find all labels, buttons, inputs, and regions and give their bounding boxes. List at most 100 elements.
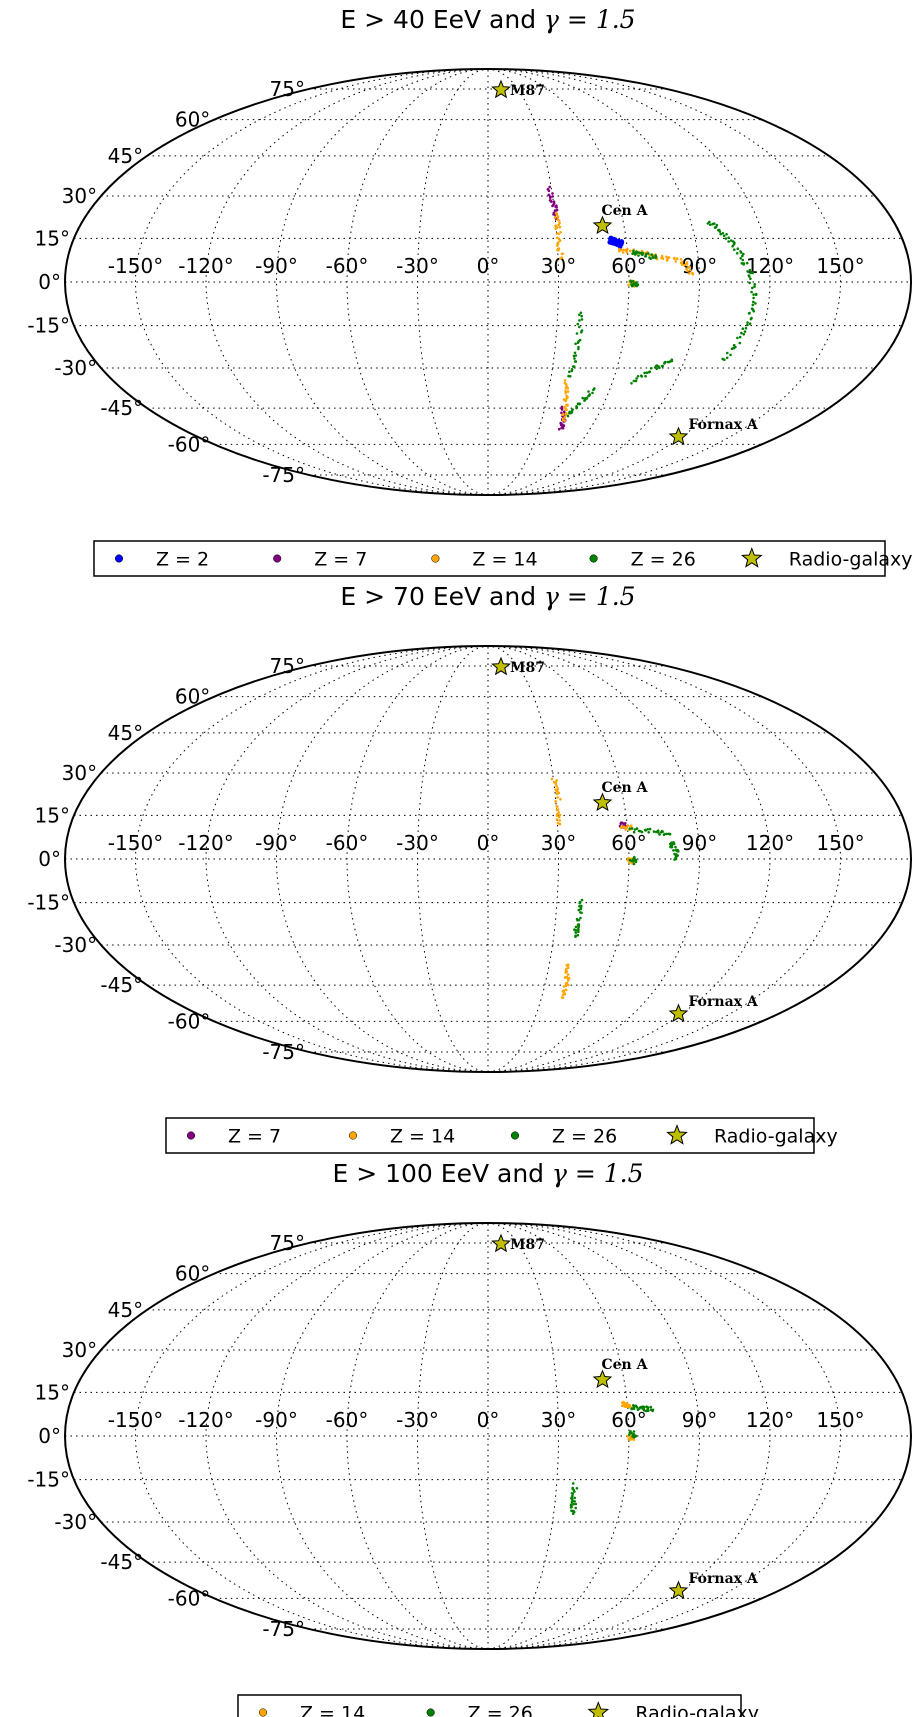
data-point [667, 256, 670, 260]
legend-dot-marker [431, 554, 440, 563]
data-point [632, 1404, 635, 1407]
legend-label: Radio-galaxy [789, 549, 912, 571]
legend-label: Z = 14 [390, 1126, 455, 1148]
data-point [552, 203, 555, 206]
data-point [578, 901, 581, 905]
data-point [630, 382, 633, 385]
data-point [557, 815, 561, 819]
data-point [574, 342, 577, 346]
longitude-tick-label: 120° [746, 1408, 794, 1432]
data-point [744, 326, 748, 330]
data-point [748, 268, 752, 272]
data-point [554, 800, 557, 803]
sky-boundary [64, 1222, 912, 1650]
longitude-tick-label: -60° [326, 831, 369, 855]
latitude-tick-label: 75° [270, 654, 305, 678]
data-point [565, 394, 568, 398]
radio-galaxy-star [592, 215, 613, 235]
data-point [754, 302, 757, 305]
panel-title: E > 70 EeV and γ = 1.5 [340, 582, 635, 611]
data-point [746, 270, 749, 273]
data-point [665, 255, 668, 259]
legend-box [237, 1694, 742, 1717]
longitude-tick-label: -120° [178, 254, 233, 278]
legend-label: Z = 26 [631, 549, 696, 571]
data-point [731, 245, 734, 248]
data-point [647, 831, 650, 834]
data-point [574, 1506, 577, 1510]
data-point [571, 1509, 574, 1513]
data-point [670, 843, 674, 847]
data-point [723, 358, 726, 362]
data-point [632, 830, 636, 834]
data-point [751, 303, 755, 307]
data-point [566, 414, 570, 418]
graticule [65, 645, 911, 1073]
legend: Z = 14 Z = 26 Radio-galaxy [237, 1694, 759, 1717]
panel-3: E > 100 EeV and γ = 1.5 -150° -120° -90° -60… [27, 1159, 912, 1717]
data-point [749, 317, 753, 321]
data-point [564, 982, 568, 985]
data-point [750, 290, 753, 294]
data-point [636, 375, 640, 378]
data-point [557, 223, 560, 227]
latitude-tick-label: -60° [168, 1009, 211, 1033]
data-point [575, 1487, 579, 1490]
data-point [639, 374, 643, 378]
data-point [660, 829, 664, 833]
data-point [691, 271, 694, 275]
data-point [554, 227, 557, 230]
data-point [732, 346, 736, 350]
longitude-tick-label: 120° [746, 254, 794, 278]
data-point [751, 286, 754, 290]
data-point [567, 983, 570, 987]
panel-title-gamma: γ = 1.5 [552, 1159, 644, 1188]
data-point [574, 1502, 578, 1506]
data-point [561, 252, 564, 255]
data-point [557, 811, 560, 814]
data-point [559, 231, 562, 234]
data-point [566, 973, 570, 976]
data-point [627, 283, 630, 287]
data-point [638, 1406, 642, 1409]
data-point [558, 813, 562, 817]
data-point [630, 284, 634, 288]
data-point [674, 857, 678, 861]
data-point [575, 405, 578, 408]
meridian-line [487, 1222, 701, 1650]
data-point [566, 966, 570, 969]
longitude-tick-label: 30° [541, 831, 576, 855]
data-point [566, 404, 569, 407]
data-point [644, 374, 647, 378]
radio-galaxy-label: M87 [510, 660, 545, 676]
legend-label: Z = 7 [314, 549, 367, 571]
data-point [635, 1406, 639, 1409]
legend-star-marker [740, 547, 763, 568]
data-point [668, 832, 672, 836]
legend: Z = 2 Z = 7 Z = 14 Z = 26 Radio-galaxy [93, 540, 912, 577]
panel-title: E > 40 EeV and γ = 1.5 [340, 5, 635, 34]
meridian-line [275, 68, 489, 496]
panel-title: E > 100 EeV and γ = 1.5 [332, 1159, 643, 1188]
data-point [562, 990, 565, 993]
radio-galaxy-label: Fornax A [689, 1571, 759, 1587]
latitude-tick-label: -75° [262, 1617, 305, 1641]
data-point [647, 1409, 650, 1412]
longitude-tick-label: 90° [682, 831, 717, 855]
data-point [558, 819, 561, 822]
data-point [563, 416, 567, 419]
data-point [722, 234, 726, 238]
data-point [630, 827, 634, 830]
longitude-tick-label: -60° [326, 1408, 369, 1432]
data-point [661, 257, 665, 260]
radio-galaxy-label: M87 [510, 1237, 545, 1253]
data-point [558, 225, 562, 229]
data-point [557, 241, 560, 244]
legend: Z = 7 Z = 14 Z = 26 Radio-galaxy [165, 1117, 838, 1154]
data-point [576, 933, 580, 937]
radio-galaxy-label: Fornax A [689, 417, 759, 433]
data-point [580, 318, 584, 321]
data-point [566, 390, 570, 393]
legend-star-marker [666, 1124, 688, 1145]
legend-dot-marker [273, 554, 282, 563]
